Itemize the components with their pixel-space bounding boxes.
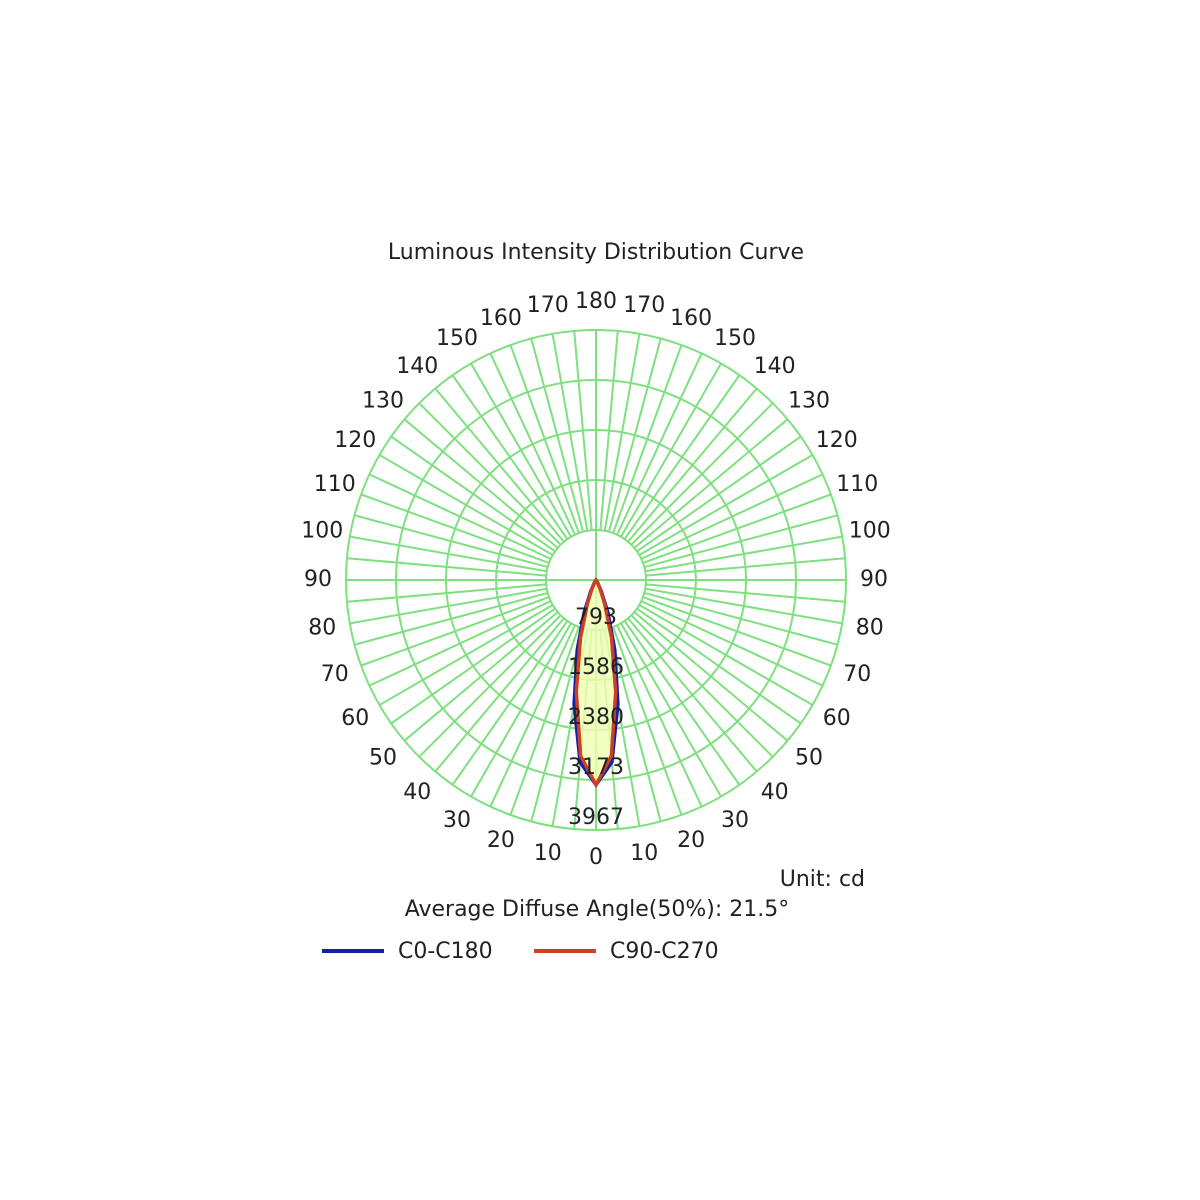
angle-label: 140 bbox=[754, 354, 796, 379]
angle-label: 20 bbox=[677, 828, 705, 853]
angle-label: 100 bbox=[849, 519, 891, 544]
angle-label: 120 bbox=[334, 428, 376, 453]
angle-label: 40 bbox=[403, 780, 431, 805]
chart-title: Luminous Intensity Distribution Curve bbox=[388, 240, 804, 265]
r-tick-label: 1586 bbox=[568, 655, 624, 680]
angle-label: 10 bbox=[534, 841, 562, 866]
curve bbox=[574, 577, 618, 789]
angle-label: 30 bbox=[721, 808, 749, 833]
angle-label: 80 bbox=[856, 615, 884, 640]
angle-label: 170 bbox=[527, 293, 569, 318]
unit-label: Unit: cd bbox=[780, 867, 865, 892]
angle-label: 150 bbox=[436, 326, 478, 351]
angle-label: 70 bbox=[843, 662, 871, 687]
angle-label: 100 bbox=[301, 519, 343, 544]
angle-label: 0 bbox=[589, 845, 603, 870]
angle-label: 180 bbox=[575, 289, 617, 314]
angle-label: 120 bbox=[816, 428, 858, 453]
angle-label: 80 bbox=[308, 615, 336, 640]
angle-label: 40 bbox=[761, 780, 789, 805]
r-tick-label: 3967 bbox=[568, 805, 624, 830]
angle-label: 10 bbox=[630, 841, 658, 866]
r-tick-label: 793 bbox=[575, 605, 617, 630]
angle-label: 130 bbox=[788, 388, 830, 413]
angle-label: 160 bbox=[480, 306, 522, 331]
angle-label: 60 bbox=[823, 706, 851, 731]
legend-label: C90-C270 bbox=[610, 939, 719, 964]
grid-ring bbox=[345, 329, 847, 831]
r-tick-label: 3173 bbox=[568, 755, 624, 780]
angle-label: 170 bbox=[623, 293, 665, 318]
angle-label: 50 bbox=[795, 746, 823, 771]
angle-label: 160 bbox=[670, 306, 712, 331]
angle-label: 130 bbox=[362, 388, 404, 413]
angle-label: 140 bbox=[396, 354, 438, 379]
angle-label: 150 bbox=[714, 326, 756, 351]
annotation: Average Diffuse Angle(50%): 21.5° bbox=[405, 897, 790, 922]
angle-label: 110 bbox=[836, 472, 878, 497]
angle-label: 90 bbox=[860, 567, 888, 592]
angle-label: 90 bbox=[304, 567, 332, 592]
angle-label: 50 bbox=[369, 746, 397, 771]
angle-label: 110 bbox=[314, 472, 356, 497]
angle-label: 30 bbox=[443, 808, 471, 833]
angle-label: 20 bbox=[487, 828, 515, 853]
legend-label: C0-C180 bbox=[398, 939, 493, 964]
angle-label: 70 bbox=[321, 662, 349, 687]
angle-label: 60 bbox=[341, 706, 369, 731]
r-tick-label: 2380 bbox=[568, 705, 624, 730]
